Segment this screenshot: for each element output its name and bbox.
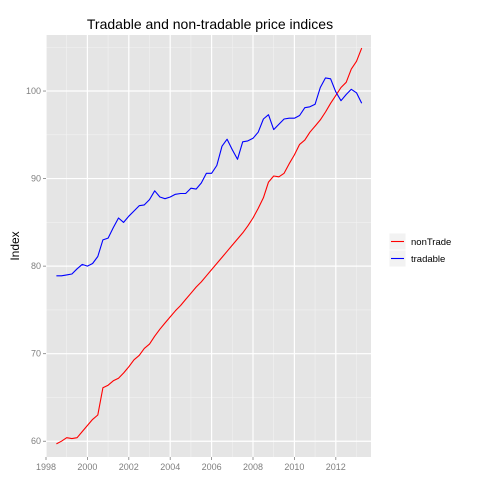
series-line-tradable	[56, 77, 363, 277]
legend-label-tradable: tradable	[411, 254, 445, 265]
x-tick-label: 2004	[160, 462, 180, 472]
y-tick-label: 90	[31, 174, 41, 184]
y-tick-label: 70	[31, 349, 41, 359]
y-axis-title: Index	[8, 231, 22, 260]
y-tick-label: 60	[31, 436, 41, 446]
plot-panel	[46, 35, 371, 457]
legend-label-nonTrade: nonTrade	[411, 237, 451, 248]
x-tick-label: 2008	[243, 462, 263, 472]
y-axis: 60 70 80 90 100	[26, 86, 46, 446]
x-axis: 1998 2000 2002 2004 2006 2008 2010 2012	[36, 457, 346, 472]
x-tick-label: 2012	[326, 462, 346, 472]
series-line-nonTrade	[56, 47, 363, 445]
x-tick-label: 2000	[77, 462, 97, 472]
grid-major	[45, 35, 371, 457]
x-tick-label: 2006	[202, 462, 222, 472]
y-tick-label: 80	[31, 261, 41, 271]
chart-title: Tradable and non-tradable price indices	[87, 16, 333, 32]
x-tick-label: 2010	[284, 462, 304, 472]
series-lines	[56, 47, 363, 445]
y-tick-label: 100	[26, 86, 41, 96]
grid-minor	[46, 35, 371, 457]
x-tick-label: 1998	[36, 462, 56, 472]
legend: nonTrade tradable	[388, 232, 451, 268]
x-tick-label: 2002	[119, 462, 139, 472]
